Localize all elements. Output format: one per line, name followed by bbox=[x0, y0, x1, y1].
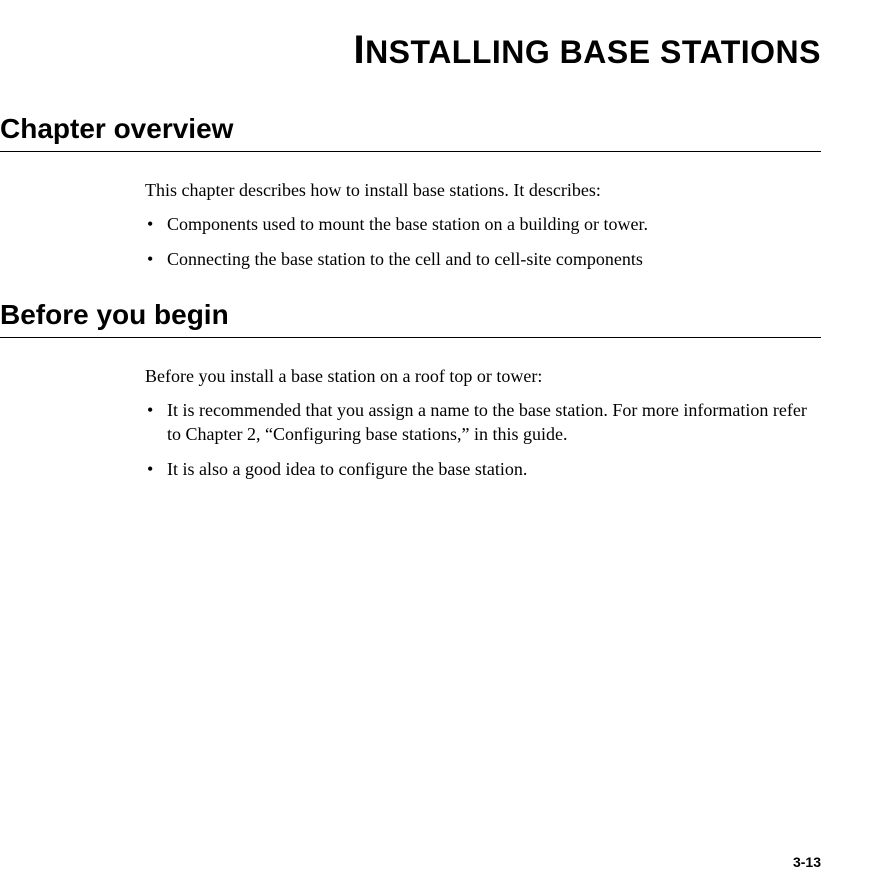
chapter-title: INSTALLING BASE STATIONS bbox=[0, 28, 821, 73]
section-heading: Chapter overview bbox=[0, 113, 821, 145]
bullet-list: Components used to mount the base statio… bbox=[145, 212, 821, 271]
section-rule bbox=[0, 151, 821, 152]
chapter-title-rest: NSTALLING BASE STATIONS bbox=[365, 34, 821, 70]
section-rule bbox=[0, 337, 821, 338]
list-item: Components used to mount the base statio… bbox=[145, 212, 821, 236]
section-heading: Before you begin bbox=[0, 299, 821, 331]
intro-text: This chapter describes how to install ba… bbox=[145, 178, 821, 202]
section-body: Before you install a base station on a r… bbox=[145, 364, 821, 481]
list-item: It is also a good idea to configure the … bbox=[145, 457, 821, 481]
bullet-list: It is recommended that you assign a name… bbox=[145, 398, 821, 481]
chapter-title-first-letter: I bbox=[353, 28, 365, 72]
list-item: Connecting the base station to the cell … bbox=[145, 247, 821, 271]
section-body: This chapter describes how to install ba… bbox=[145, 178, 821, 271]
section-before-you-begin: Before you begin Before you install a ba… bbox=[0, 299, 821, 481]
page-number: 3-13 bbox=[793, 854, 821, 870]
section-chapter-overview: Chapter overview This chapter describes … bbox=[0, 113, 821, 271]
intro-text: Before you install a base station on a r… bbox=[145, 364, 821, 388]
list-item: It is recommended that you assign a name… bbox=[145, 398, 821, 447]
